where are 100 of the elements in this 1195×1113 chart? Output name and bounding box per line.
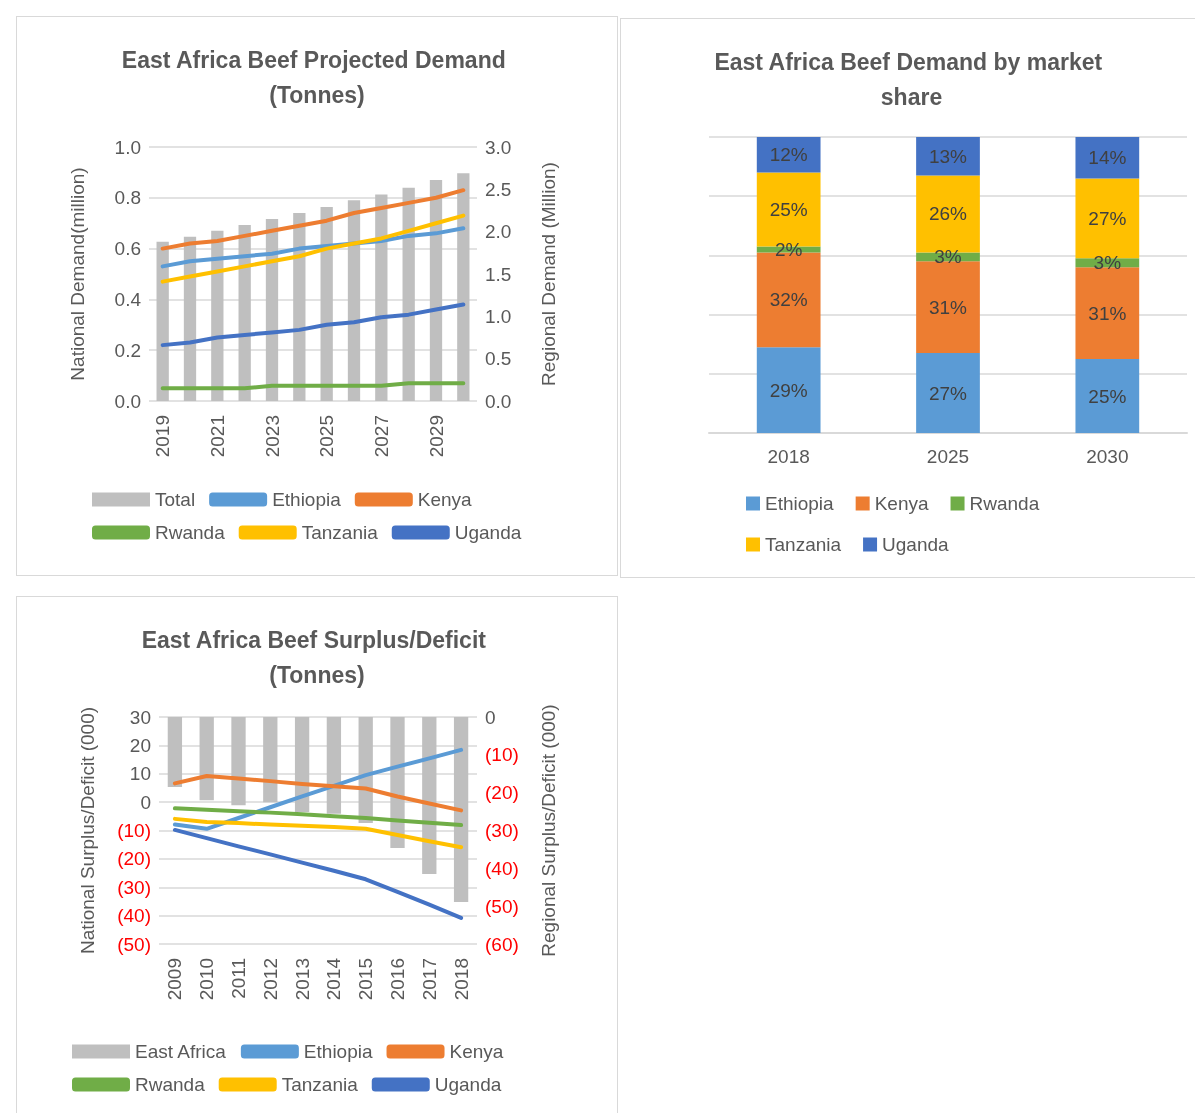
bar [756,347,821,433]
y2-tick-label: 2.0 [485,221,512,243]
y-tick-label: 0.8 [114,187,141,209]
y2-tick-label: 2.5 [485,178,512,200]
data-label: 29% [769,379,808,401]
y-tick-label: (40) [117,905,151,927]
y-tick-label: (50) [117,933,151,955]
y2-tick-label: (60) [485,933,519,955]
y2-tick-label: 0.0 [485,390,512,412]
bar [916,353,980,433]
y-tick-label: 10 [129,763,151,785]
data-label: 32% [769,289,808,311]
y2-tick-label: 3.0 [485,136,512,158]
line-series [160,188,466,251]
legend-label: Ethiopia [765,493,835,514]
data-label: 12% [769,144,808,166]
legend-label: Rwanda [155,522,226,543]
data-label: 13% [928,145,968,167]
legend-label: Uganda [434,1074,502,1095]
legend-label: Tanzania [281,1074,359,1095]
bar [1075,267,1140,359]
legend-label: Ethiopia [272,489,342,510]
chart-title: East Africa Beef Projected Demand (Tonnes) [121,46,513,108]
y2-tick-label: 0.5 [485,348,512,370]
x-tick-label: 2019 [152,415,174,458]
line-series [160,302,466,348]
chart-title: East Africa Beef Demand by market share [714,48,1109,110]
y-tick-label: (20) [117,848,151,870]
x-tick-label: 2012 [259,958,281,1001]
chart-title: East Africa Beef Surplus/Deficit (Tonnes) [141,626,493,688]
legend-label: Kenya [417,489,473,510]
legend-label: Rwanda [135,1074,206,1095]
x-tick-label: 2025 [316,415,338,458]
y-tick-label: 0.2 [114,339,141,361]
legend-label: Uganda [454,522,522,543]
legend-label: Kenya [449,1041,504,1062]
legend-label: East Africa [135,1041,227,1062]
x-tick-label: 2027 [370,415,392,458]
data-label: 27% [1088,207,1127,229]
y-tick-label: 30 [129,706,151,728]
y-tick-label: 0.0 [114,390,141,412]
data-label: 14% [1088,147,1127,169]
line-series [172,827,464,920]
y2-tick-label: (30) [485,820,519,841]
y2-tick-label: 1.5 [485,263,512,285]
y2-axis-title: Regional Demand (Million) [538,162,559,386]
x-tick-label: 2023 [261,415,283,458]
bar [916,261,980,354]
bar [457,173,470,401]
y-tick-label: 0.6 [114,238,141,260]
y2-tick-label: (20) [485,782,519,804]
data-label: 26% [928,203,968,225]
bar [756,137,821,173]
y2-tick-label: 1.0 [485,305,512,327]
line-series [172,774,464,813]
x-tick-label: 2029 [425,415,447,458]
data-label: 25% [769,199,808,221]
bar [1075,137,1140,179]
y-tick-label: 0.4 [114,288,142,310]
y2-tick-label: (50) [485,895,519,917]
legend-label: Tanzania [301,522,379,543]
data-label: 25% [1088,385,1127,407]
y2-axis-title: Regional Surplus/Deficit (000) [538,704,559,957]
data-label: 31% [928,296,968,318]
bar [1075,359,1140,433]
y-tick-label: (10) [117,820,151,841]
x-tick-label: 2014 [323,957,345,1001]
bar [347,200,361,401]
y2-tick-label: 0 [485,706,496,728]
x-tick-label: 2016 [387,958,408,1001]
legend-label: Ethiopia [303,1041,373,1062]
x-tick-label: 2018 [450,958,472,1001]
y-tick-label: (30) [117,876,151,898]
y2-tick-label: (10) [485,744,519,766]
legend-label: Kenya [874,493,929,514]
legend-label: Total [155,489,196,510]
x-tick-label: 2017 [418,958,440,1001]
x-tick-label: 2009 [164,958,186,1001]
x-tick-label: 2018 [767,446,810,467]
legend-label: Rwanda [969,493,1040,514]
x-tick-label: 2013 [291,958,313,1001]
legend-label: Uganda [882,534,950,555]
data-label: 31% [1088,302,1127,324]
y-axis-title: National Surplus/Deficit (000) [77,706,98,955]
y-tick-label: 1.0 [114,136,141,158]
line-series [172,816,464,850]
legend-label: Tanzania [765,534,842,555]
line-series [172,806,464,828]
x-tick-label: 2015 [355,958,377,1001]
line-series [160,213,466,284]
y2-tick-label: (40) [485,857,519,879]
y-tick-label: 0 [140,791,151,813]
y-axis-title: National Demand(million) [67,167,88,381]
x-tick-label: 2010 [196,958,218,1001]
x-tick-label: 2011 [228,958,249,999]
x-tick-label: 2030 [1086,446,1129,467]
data-label: 27% [928,382,968,404]
x-tick-label: 2021 [206,415,228,458]
x-tick-label: 2025 [926,446,970,467]
y-tick-label: 20 [129,734,151,756]
